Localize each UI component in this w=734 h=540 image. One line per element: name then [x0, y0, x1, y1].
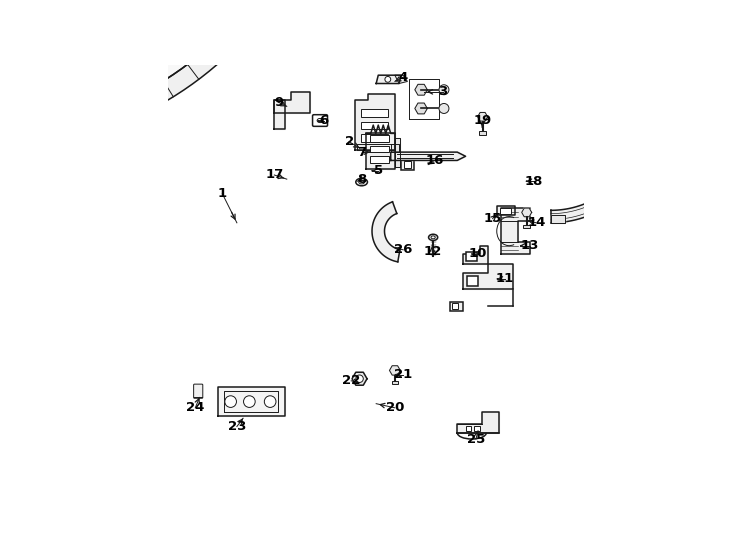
- Polygon shape: [0, 0, 292, 129]
- Circle shape: [100, 45, 109, 55]
- Text: 22: 22: [342, 374, 360, 387]
- Polygon shape: [182, 0, 216, 15]
- Circle shape: [244, 396, 255, 407]
- Text: 8: 8: [357, 173, 366, 186]
- Text: 19: 19: [473, 114, 491, 127]
- FancyBboxPatch shape: [370, 146, 388, 152]
- FancyBboxPatch shape: [392, 381, 398, 384]
- Polygon shape: [0, 0, 211, 33]
- Text: 16: 16: [425, 154, 443, 167]
- Ellipse shape: [41, 38, 50, 43]
- FancyBboxPatch shape: [474, 426, 480, 431]
- Polygon shape: [355, 94, 395, 150]
- Text: 2: 2: [344, 135, 354, 148]
- Polygon shape: [377, 75, 401, 84]
- Polygon shape: [522, 208, 531, 217]
- FancyBboxPatch shape: [452, 303, 458, 309]
- Text: 15: 15: [484, 212, 502, 225]
- Circle shape: [439, 104, 449, 113]
- Polygon shape: [275, 92, 310, 113]
- Polygon shape: [410, 79, 438, 119]
- Text: 13: 13: [521, 239, 539, 252]
- Circle shape: [356, 375, 363, 382]
- FancyBboxPatch shape: [194, 384, 203, 399]
- Text: 26: 26: [394, 244, 413, 256]
- Polygon shape: [352, 372, 367, 385]
- Polygon shape: [357, 144, 395, 150]
- Ellipse shape: [431, 236, 435, 239]
- Circle shape: [164, 3, 175, 12]
- FancyBboxPatch shape: [361, 122, 388, 129]
- Polygon shape: [366, 133, 395, 168]
- FancyBboxPatch shape: [361, 109, 388, 117]
- Text: 10: 10: [469, 247, 487, 260]
- Polygon shape: [457, 412, 499, 433]
- Text: 6: 6: [319, 114, 329, 127]
- Polygon shape: [395, 75, 407, 84]
- FancyBboxPatch shape: [450, 302, 463, 311]
- Circle shape: [385, 77, 390, 82]
- Text: 17: 17: [265, 168, 283, 181]
- Polygon shape: [478, 112, 487, 121]
- Polygon shape: [390, 366, 400, 375]
- Text: 9: 9: [274, 96, 283, 109]
- Polygon shape: [497, 206, 515, 215]
- Polygon shape: [463, 265, 513, 289]
- Circle shape: [225, 396, 236, 407]
- Circle shape: [264, 396, 276, 407]
- Polygon shape: [415, 84, 427, 95]
- FancyBboxPatch shape: [466, 252, 477, 261]
- FancyBboxPatch shape: [370, 156, 388, 163]
- FancyBboxPatch shape: [361, 134, 388, 141]
- FancyBboxPatch shape: [467, 276, 479, 286]
- Ellipse shape: [93, 20, 101, 25]
- Text: 11: 11: [496, 273, 515, 286]
- Text: 18: 18: [525, 175, 543, 188]
- FancyBboxPatch shape: [500, 208, 512, 214]
- Polygon shape: [218, 387, 285, 416]
- Polygon shape: [501, 208, 530, 254]
- Polygon shape: [550, 215, 565, 223]
- Polygon shape: [463, 246, 488, 265]
- Text: 25: 25: [467, 433, 485, 446]
- Ellipse shape: [359, 180, 365, 184]
- Polygon shape: [390, 152, 465, 160]
- Ellipse shape: [356, 178, 368, 186]
- Polygon shape: [390, 144, 399, 152]
- Circle shape: [63, 58, 73, 68]
- Circle shape: [134, 26, 144, 36]
- Text: 4: 4: [399, 71, 408, 84]
- Text: 23: 23: [228, 420, 246, 433]
- Circle shape: [439, 85, 449, 94]
- FancyBboxPatch shape: [404, 161, 411, 167]
- Text: 21: 21: [394, 368, 413, 381]
- Polygon shape: [372, 202, 400, 262]
- FancyBboxPatch shape: [465, 426, 471, 431]
- Ellipse shape: [46, 16, 56, 21]
- Text: 5: 5: [374, 164, 383, 177]
- Polygon shape: [395, 138, 400, 167]
- FancyBboxPatch shape: [401, 158, 415, 170]
- FancyBboxPatch shape: [313, 114, 327, 126]
- FancyBboxPatch shape: [479, 131, 486, 134]
- FancyBboxPatch shape: [523, 225, 530, 228]
- Text: 24: 24: [186, 401, 205, 414]
- Polygon shape: [275, 100, 285, 129]
- Ellipse shape: [317, 118, 323, 123]
- Text: 1: 1: [218, 187, 227, 200]
- FancyBboxPatch shape: [370, 136, 388, 141]
- Text: 14: 14: [527, 217, 545, 230]
- Polygon shape: [0, 0, 229, 55]
- Text: 3: 3: [438, 85, 447, 98]
- Ellipse shape: [429, 234, 437, 240]
- Circle shape: [25, 66, 35, 76]
- Polygon shape: [0, 0, 310, 148]
- Polygon shape: [550, 150, 649, 223]
- Text: 7: 7: [357, 146, 366, 159]
- Text: 20: 20: [385, 401, 404, 414]
- Polygon shape: [415, 103, 427, 114]
- Text: 12: 12: [424, 245, 441, 259]
